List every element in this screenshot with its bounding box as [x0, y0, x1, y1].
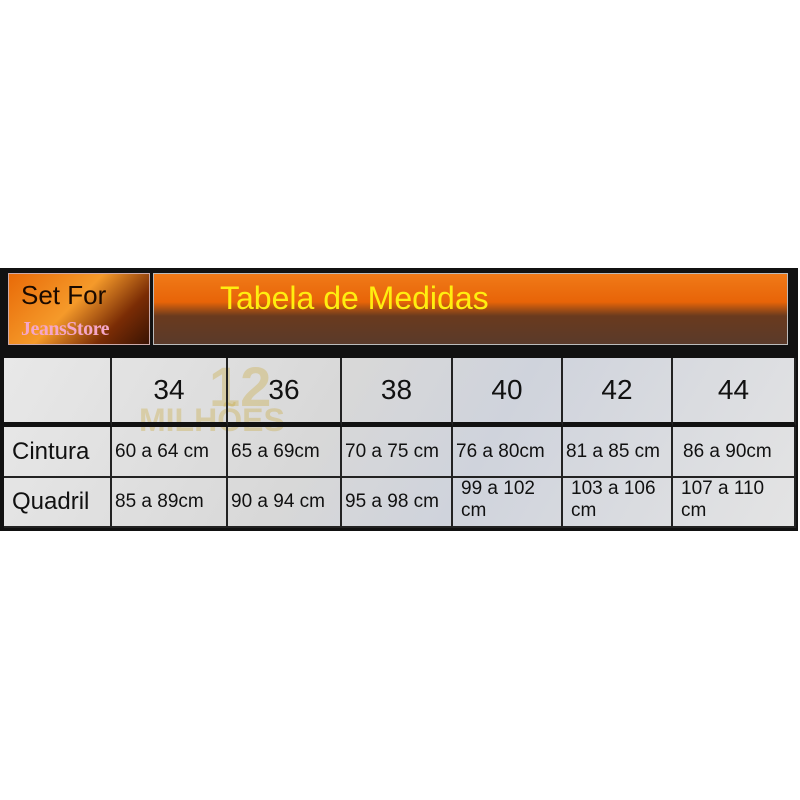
measurement-cell: 70 a 75 cm	[342, 427, 453, 478]
brand-line2: JeansStore	[21, 318, 109, 340]
cell-text: 44	[717, 374, 750, 405]
watermark-number: 12	[209, 355, 272, 418]
cell-text: 60 a 64 cm	[115, 440, 209, 462]
measurement-cell: 107 a 110 cm	[673, 478, 796, 528]
brand-line1: Set For	[21, 280, 107, 310]
cell-text: 70 a 75 cm	[345, 440, 439, 462]
row-label: Cintura	[4, 427, 112, 478]
measurement-cell: 60 a 64 cm	[112, 427, 228, 478]
size-header: 38	[342, 358, 453, 427]
measurement-cell: 81 a 85 cm	[563, 427, 673, 478]
watermark-word: MILHÕES	[139, 402, 285, 438]
size-header: 44	[673, 358, 796, 427]
cell-text: 40	[491, 374, 523, 405]
measurement-cell: 76 a 80cm	[453, 427, 563, 478]
measurement-cell: 90 a 94 cm	[228, 478, 342, 528]
measurement-cell: 103 a 106 cm	[563, 478, 673, 528]
size-table: 12 MILHÕES 34 36 38 40 42 44 Cintura 60 a 64 cm…	[4, 355, 796, 528]
measurement-cell: 85 a 89cm	[112, 478, 228, 528]
cell-text: 42	[601, 374, 633, 405]
measurement-cell: 99 a 102 cm	[453, 478, 563, 528]
cell-text: 36	[268, 374, 300, 405]
measurement-cell: 86 a 90cm	[673, 427, 796, 478]
size-header: 36	[228, 358, 342, 427]
cell-text: 95 a 98 cm	[345, 491, 439, 512]
page-title: Tabela de Medidas	[220, 280, 489, 316]
cell-text: 34	[153, 374, 185, 405]
corner-cell	[4, 358, 112, 427]
cell-text: 85 a 89cm	[115, 491, 204, 512]
title-banner: Tabela de Medidas	[153, 273, 788, 345]
brand-logo: Set For JeansStore	[8, 273, 150, 345]
cell-text: Quadril	[12, 488, 90, 515]
size-header: 40	[453, 358, 563, 427]
cell-text: 38	[380, 374, 413, 405]
cell-text: 65 a 69cm	[231, 440, 320, 462]
cell-text: Cintura	[12, 437, 90, 465]
cell-text: 86 a 90cm	[683, 440, 772, 462]
cell-text: 103 a 106 cm	[571, 478, 656, 521]
measurement-cell: 95 a 98 cm	[342, 478, 453, 528]
cell-text: 99 a 102 cm	[461, 478, 535, 521]
size-header: 42	[563, 358, 673, 427]
cell-text: 76 a 80cm	[456, 440, 545, 462]
size-header: 34	[112, 358, 228, 427]
measurement-cell: 65 a 69cm	[228, 427, 342, 478]
cell-text: 107 a 110 cm	[681, 478, 765, 521]
cell-text: 90 a 94 cm	[231, 491, 325, 512]
row-label: Quadril	[4, 478, 112, 528]
cell-text: 81 a 85 cm	[566, 440, 660, 462]
